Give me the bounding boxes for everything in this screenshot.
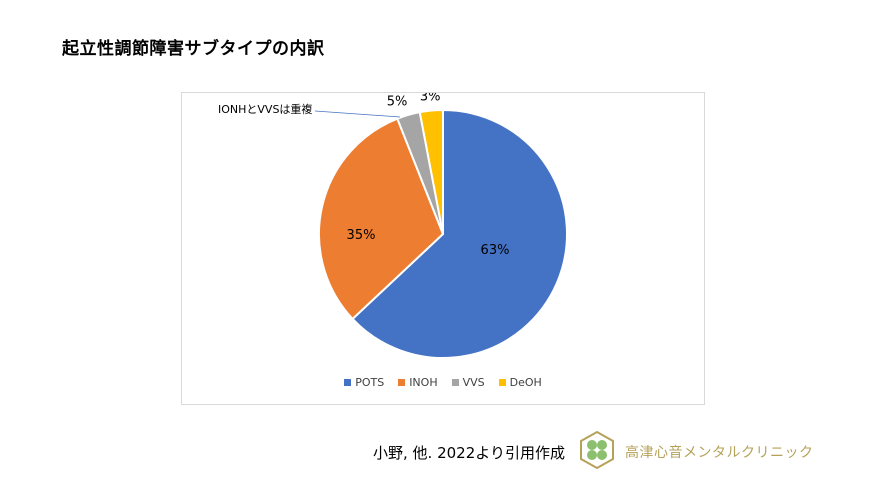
data-label-pots: 63%	[481, 243, 510, 258]
legend-swatch	[498, 379, 506, 386]
data-label-vvs: 5%	[387, 94, 408, 109]
annotation-label: IONHとVVSは重複	[218, 102, 312, 116]
legend-item-pots: POTS	[344, 376, 384, 389]
legend-item-inoh: INOH	[398, 376, 438, 389]
clover-hexagon-icon	[580, 430, 614, 470]
legend-label: INOH	[409, 376, 438, 389]
pie-chart: IONHとVVSは重複 63% 35% 5% 3% POTS INOH VVS DeOH	[181, 92, 705, 405]
clinic-name: 高津心音メンタルクリニック	[625, 445, 814, 461]
pie-slice-inoh	[318, 117, 445, 321]
slide-title: 起立性調節障害サブタイプの内訳	[62, 39, 325, 59]
chart-legend: POTS INOH VVS DeOH	[182, 376, 704, 389]
pie-chart-svg: IONHとVVSは重複 63% 35% 5% 3%	[218, 93, 568, 359]
pie-slice-pots	[351, 108, 568, 359]
pie-slice-deoh	[418, 108, 444, 235]
data-label-inoh: 35%	[347, 228, 376, 243]
legend-swatch	[398, 379, 406, 386]
annotation-leader-line	[314, 110, 401, 118]
legend-item-vvs: VVS	[451, 376, 485, 389]
data-label-deoh: 3%	[420, 93, 441, 105]
legend-label: VVS	[462, 376, 485, 389]
citation: 小野, 他. 2022より引用作成	[373, 444, 565, 462]
legend-label: POTS	[355, 376, 385, 389]
legend-label: DeOH	[509, 376, 542, 389]
legend-swatch	[344, 379, 352, 386]
legend-item-deoh: DeOH	[498, 376, 542, 389]
legend-swatch	[451, 379, 459, 386]
